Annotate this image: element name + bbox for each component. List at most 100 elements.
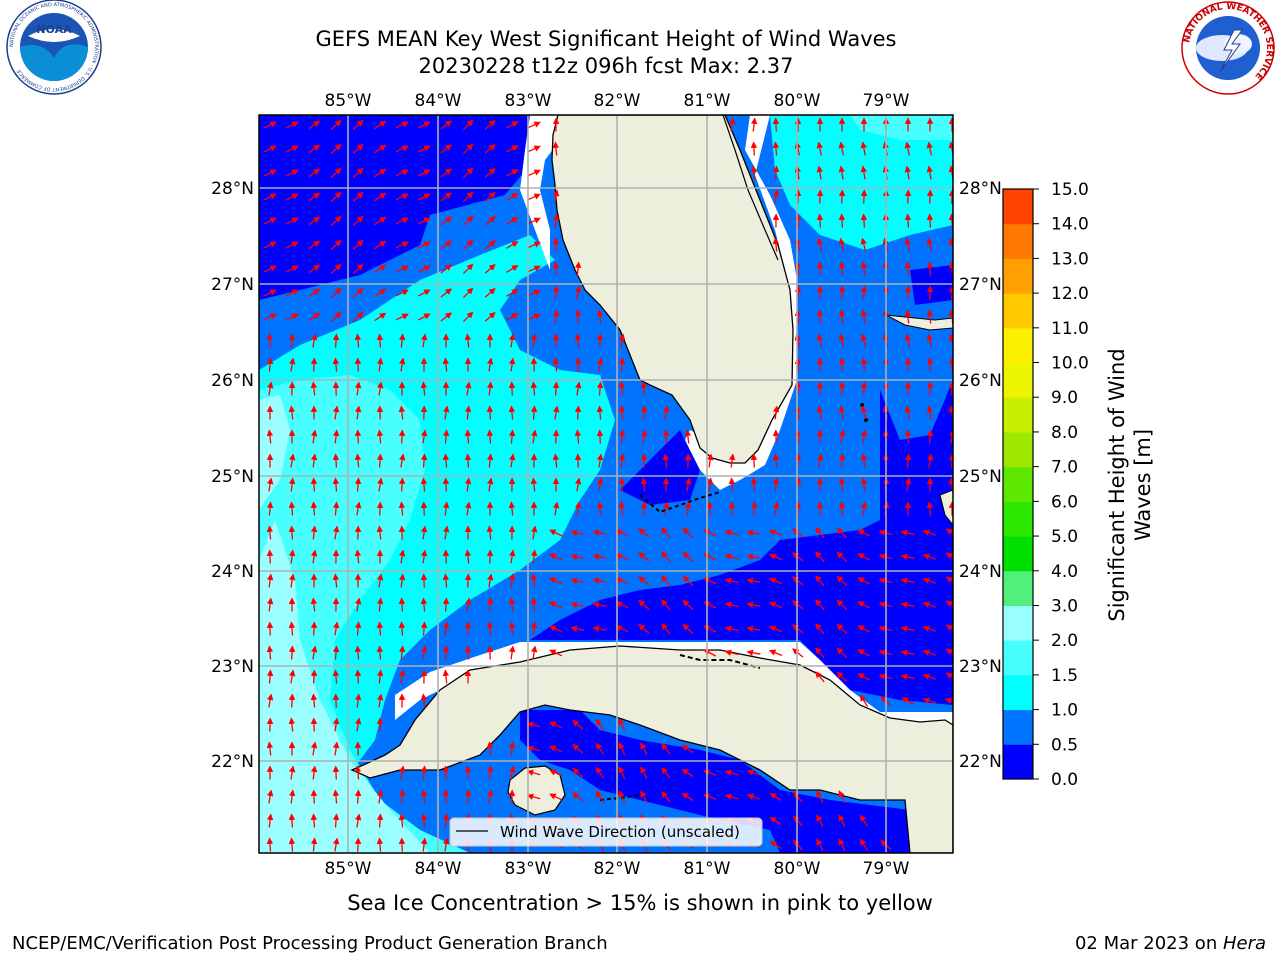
wave-arrow xyxy=(769,529,783,537)
wave-arrow xyxy=(332,453,340,468)
wave-arrow xyxy=(838,429,846,444)
wave-arrow xyxy=(440,192,452,202)
wave-arrow xyxy=(395,169,409,177)
wave-arrow xyxy=(310,381,318,396)
wave-arrow xyxy=(926,405,934,420)
wave-arrow xyxy=(398,813,406,828)
wave-arrow xyxy=(552,237,560,252)
colorbar-segment xyxy=(1003,189,1033,225)
wave-arrow xyxy=(549,577,563,585)
lon-label-top: 80°W xyxy=(774,91,821,111)
wave-arrow xyxy=(640,477,648,492)
wave-arrow xyxy=(266,549,274,564)
wave-arrow xyxy=(332,741,340,756)
wave-arrow xyxy=(506,217,519,225)
wave-arrow xyxy=(922,697,937,704)
wave-arrow xyxy=(506,121,519,129)
wave-arrow xyxy=(527,217,541,225)
wave-arrow xyxy=(769,553,783,561)
wave-arrow xyxy=(526,721,541,728)
wave-arrow xyxy=(266,357,274,372)
wave-arrow xyxy=(442,813,450,828)
wave-arrow xyxy=(596,429,604,444)
wave-arrow xyxy=(288,333,296,348)
wave-arrow xyxy=(574,429,582,444)
wave-arrow xyxy=(904,213,912,228)
wave-arrow xyxy=(860,477,868,492)
wave-arrow xyxy=(618,453,626,468)
wave-arrow xyxy=(815,647,825,659)
wave-arrow xyxy=(330,311,342,322)
colorbar-segment xyxy=(1003,397,1033,433)
wave-arrow xyxy=(310,429,318,444)
wave-arrow xyxy=(330,239,342,250)
no-data-band xyxy=(685,115,797,490)
wave-arrow xyxy=(838,261,846,276)
wave-arrow xyxy=(772,501,780,516)
wave-arrow xyxy=(310,789,318,804)
wave-arrow xyxy=(596,381,604,396)
wave-arrow xyxy=(926,309,934,324)
wave-arrow xyxy=(308,312,321,322)
wave-arrow xyxy=(354,813,362,828)
wave-arrow xyxy=(398,333,406,348)
wave-arrow xyxy=(640,381,648,396)
wave-arrow xyxy=(508,453,516,468)
wave-arrow xyxy=(530,597,538,612)
wave-arrow xyxy=(527,241,541,249)
wave-arrow xyxy=(684,429,692,444)
colorbar-segment xyxy=(1003,536,1033,572)
wave-arrow xyxy=(574,333,582,348)
wave-height-fill-0.0-0.5 xyxy=(620,430,700,505)
noaa-logo-text: NOAA xyxy=(36,23,72,36)
wave-arrow xyxy=(352,191,364,202)
wave-arrow xyxy=(398,501,406,516)
wave-arrow xyxy=(684,501,692,516)
colorbar-tick-label: 10.0 xyxy=(1051,354,1089,374)
wave-arrow xyxy=(926,165,934,180)
wave-arrow xyxy=(442,621,450,636)
wave-arrow xyxy=(816,477,824,492)
wave-arrow xyxy=(750,453,758,468)
wave-arrow xyxy=(860,285,868,300)
wave-arrow xyxy=(308,120,321,130)
wave-arrow xyxy=(354,669,362,684)
wave-arrow xyxy=(420,597,428,612)
wave-arrow xyxy=(750,165,758,180)
wave-arrow xyxy=(526,769,541,776)
wave-arrow xyxy=(442,597,450,612)
wave-arrow xyxy=(816,165,824,180)
wave-arrow xyxy=(530,621,538,636)
wave-arrow xyxy=(288,357,296,372)
wave-arrow xyxy=(793,791,803,803)
wave-arrow xyxy=(484,311,496,322)
wave-arrow xyxy=(904,453,912,468)
wave-arrow xyxy=(506,145,519,153)
wave-height-fill-0.0-0.5 xyxy=(530,380,953,705)
wave-arrow xyxy=(398,357,406,372)
wave-arrow xyxy=(354,405,362,420)
wave-arrow xyxy=(816,285,824,300)
wave-arrow xyxy=(592,553,607,560)
wave-arrow xyxy=(682,551,694,562)
wave-arrow xyxy=(682,575,694,586)
wave-arrow xyxy=(552,285,560,300)
wave-arrow xyxy=(838,141,845,156)
wave-arrow xyxy=(724,553,739,560)
wave-arrow xyxy=(484,215,496,226)
wave-arrow xyxy=(440,312,452,322)
wave-arrow xyxy=(724,577,739,584)
lon-labels-bottom: 85°W 84°W 83°W 82°W 81°W 80°W 79°W xyxy=(325,859,910,879)
colorbar-segment xyxy=(1003,605,1033,641)
wave-arrow xyxy=(508,333,516,348)
lat-label-right: 24°N xyxy=(959,562,1002,582)
wave-arrow xyxy=(792,528,804,538)
wave-arrow xyxy=(332,333,340,348)
wave-arrow xyxy=(836,551,848,563)
wave-arrow xyxy=(702,793,717,800)
wave-arrow xyxy=(792,624,804,634)
wave-arrow xyxy=(288,501,296,516)
wave-arrow xyxy=(549,625,563,633)
wave-arrow xyxy=(703,625,717,633)
wave-arrow xyxy=(926,453,934,468)
